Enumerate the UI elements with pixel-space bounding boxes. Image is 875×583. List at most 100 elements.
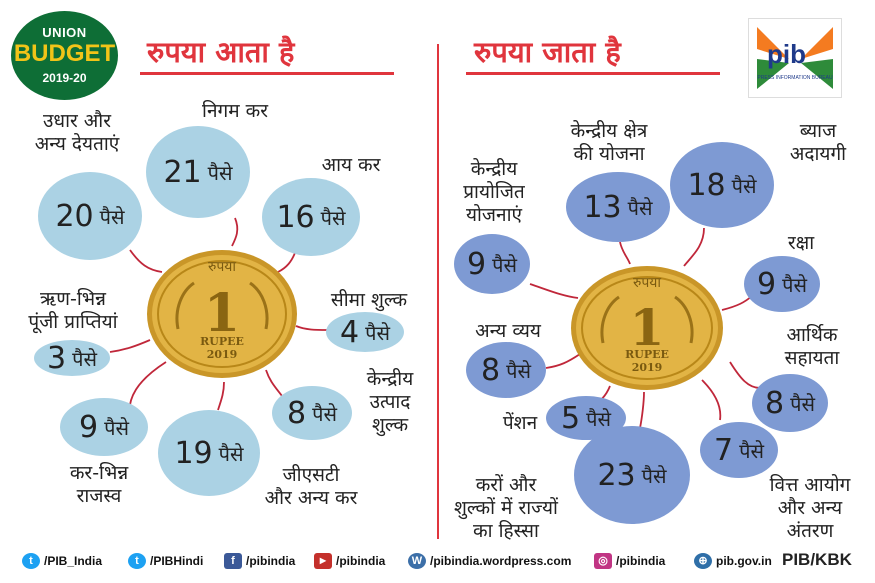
facebook-icon: f [224, 553, 242, 569]
exp-label-central-sector: केन्द्रीय क्षेत्र की योजना [570, 120, 648, 165]
exp-bubble-css: 9 पैसे [454, 234, 530, 294]
income-unit: पैसे [365, 320, 390, 345]
income-bubble-non-debt-capital: 3 पैसे [34, 340, 110, 376]
exp-unit: पैसे [739, 438, 764, 463]
exp-unit: पैसे [731, 173, 757, 198]
pib-emblem-icon [757, 27, 833, 89]
income-value: 21 [163, 154, 202, 190]
footer-item-facebook[interactable]: f/pibindia [224, 553, 295, 569]
instagram-icon: ◎ [594, 553, 612, 569]
rupee-coin-right: रुपया 1 RUPEE 2019 [571, 266, 723, 390]
exp-unit: पैसे [641, 463, 667, 488]
income-value: 16 [276, 199, 315, 235]
exp-value: 9 [757, 266, 777, 302]
income-heading: रुपया आता है [147, 35, 295, 69]
income-value: 3 [47, 340, 67, 376]
exp-unit: पैसे [586, 406, 611, 431]
exp-value: 23 [597, 457, 636, 493]
income-label-income-tax: आय कर [321, 154, 381, 176]
income-bubble-income-tax: 16 पैसे [262, 178, 360, 256]
exp-label-states-share: करों और शुल्कों में राज्यों का हिस्सा [454, 474, 558, 542]
income-value: 19 [174, 435, 213, 471]
exp-value: 9 [467, 246, 487, 282]
expenditure-heading: रुपया जाता है [474, 35, 621, 69]
footer-item-wordpress[interactable]: W/pibindia.wordpress.com [408, 553, 571, 569]
footer-item-youtube[interactable]: ▶ /pibindia [314, 553, 385, 569]
exp-value: 18 [687, 167, 726, 203]
exp-label-other: अन्य व्यय [475, 320, 541, 342]
income-unit: पैसे [320, 205, 346, 230]
expenditure-heading-underline [466, 72, 720, 75]
logo-line3: 2019-20 [42, 71, 87, 85]
footer-text: /pibindia [616, 554, 666, 568]
income-bubble-non-tax-revenue: 9 पैसे [60, 398, 148, 456]
globe-icon: ⊕ [694, 553, 712, 569]
footer-item-pib-india[interactable]: t/PIB_India [22, 553, 102, 569]
exp-label-pension: पेंशन [502, 412, 538, 434]
income-label-corporation-tax: निगम कर [202, 100, 268, 122]
exp-bubble-states-share: 23 पैसे [574, 426, 690, 524]
exp-value: 8 [765, 385, 785, 421]
logo-line1: UNION [42, 25, 87, 40]
income-unit: पैसे [72, 346, 97, 371]
exp-value: 8 [481, 352, 501, 388]
footer-item-pib-hindi[interactable]: t/PIBHindi [128, 553, 203, 569]
income-label-customs: सीमा शुल्क [330, 289, 408, 311]
footer-text: /PIBHindi [150, 554, 204, 568]
exp-label-finance-commission: वित्त आयोग और अन्य अंतरण [769, 474, 851, 542]
income-bubble-gst: 19 पैसे [158, 410, 260, 496]
income-value: 4 [340, 314, 360, 350]
coin-right-top-text: रुपया [633, 275, 661, 291]
income-label-excise: केन्द्रीय उत्पाद शुल्क [366, 368, 414, 436]
footer-item-website[interactable]: ⊕ pib.gov.in [694, 553, 772, 569]
footer-text: /pibindia.wordpress.com [430, 554, 572, 568]
exp-unit: पैसे [627, 195, 653, 220]
exp-value: 13 [583, 189, 622, 225]
exp-label-interest: ब्याज अदायगी [789, 120, 847, 165]
income-unit: पैसे [207, 160, 233, 185]
income-unit: पैसे [312, 401, 337, 426]
income-unit: पैसे [104, 415, 129, 440]
income-value: 20 [55, 198, 94, 234]
income-label-gst: जीएसटी और अन्य कर [264, 464, 358, 509]
footer-text: /PIB_India [44, 554, 103, 568]
pib-logo: pib PRESS INFORMATION BUREAU [748, 18, 842, 98]
income-heading-underline [140, 72, 394, 75]
coin-right-bottom-text: RUPEE [625, 348, 669, 361]
exp-bubble-subsidy: 8 पैसे [752, 374, 828, 432]
income-label-non-tax-revenue: कर-भिन्न राजस्व [69, 462, 129, 507]
income-value: 8 [287, 395, 307, 431]
exp-unit: पैसे [492, 252, 517, 277]
coin-left-denomination: 1 [204, 283, 240, 344]
twitter-icon: t [22, 553, 40, 569]
coin-left-year: 2019 [207, 348, 238, 361]
income-value: 9 [79, 409, 99, 445]
footer-text: /pibindia [336, 554, 386, 568]
union-budget-logo: UNION BUDGET 2019-20 [11, 11, 118, 100]
exp-bubble-finance-commission: 7 पैसे [700, 422, 778, 478]
pib-logo-subtext: PRESS INFORMATION BUREAU [757, 75, 833, 81]
income-unit: पैसे [218, 441, 244, 466]
income-label-non-debt-capital: ऋण-भिन्न पूंजी प्राप्तियां [28, 288, 118, 333]
logo-line2: BUDGET [13, 40, 116, 67]
coin-left-top-text: रुपया [208, 259, 236, 275]
exp-bubble-defence: 9 पैसे [744, 256, 820, 312]
income-bubble-borrowings: 20 पैसे [38, 172, 142, 260]
exp-unit: पैसे [790, 391, 815, 416]
exp-bubble-other: 8 पैसे [466, 342, 546, 398]
twitter-icon: t [128, 553, 146, 569]
coin-right-denomination: 1 [630, 298, 665, 357]
youtube-icon: ▶ [314, 553, 332, 569]
footer-text: pib.gov.in [716, 554, 772, 568]
pib-logo-text: pib [767, 39, 806, 69]
exp-label-css: केन्द्रीय प्रायोजित योजनाएं [463, 158, 525, 226]
exp-unit: पैसे [782, 272, 807, 297]
exp-bubble-interest: 18 पैसे [670, 142, 774, 228]
footer-item-instagram[interactable]: ◎ /pibindia [594, 553, 665, 569]
exp-value: 5 [561, 400, 581, 436]
social-footer: t/PIB_India t/PIBHindi f/pibindia ▶ /pibi… [0, 543, 875, 583]
footer-credit: PIB/KBK [782, 550, 852, 569]
income-label-borrowings: उधार और अन्य देयताएं [34, 110, 120, 155]
footer-text: /pibindia [246, 554, 296, 568]
exp-bubble-central-sector: 13 पैसे [566, 172, 670, 242]
